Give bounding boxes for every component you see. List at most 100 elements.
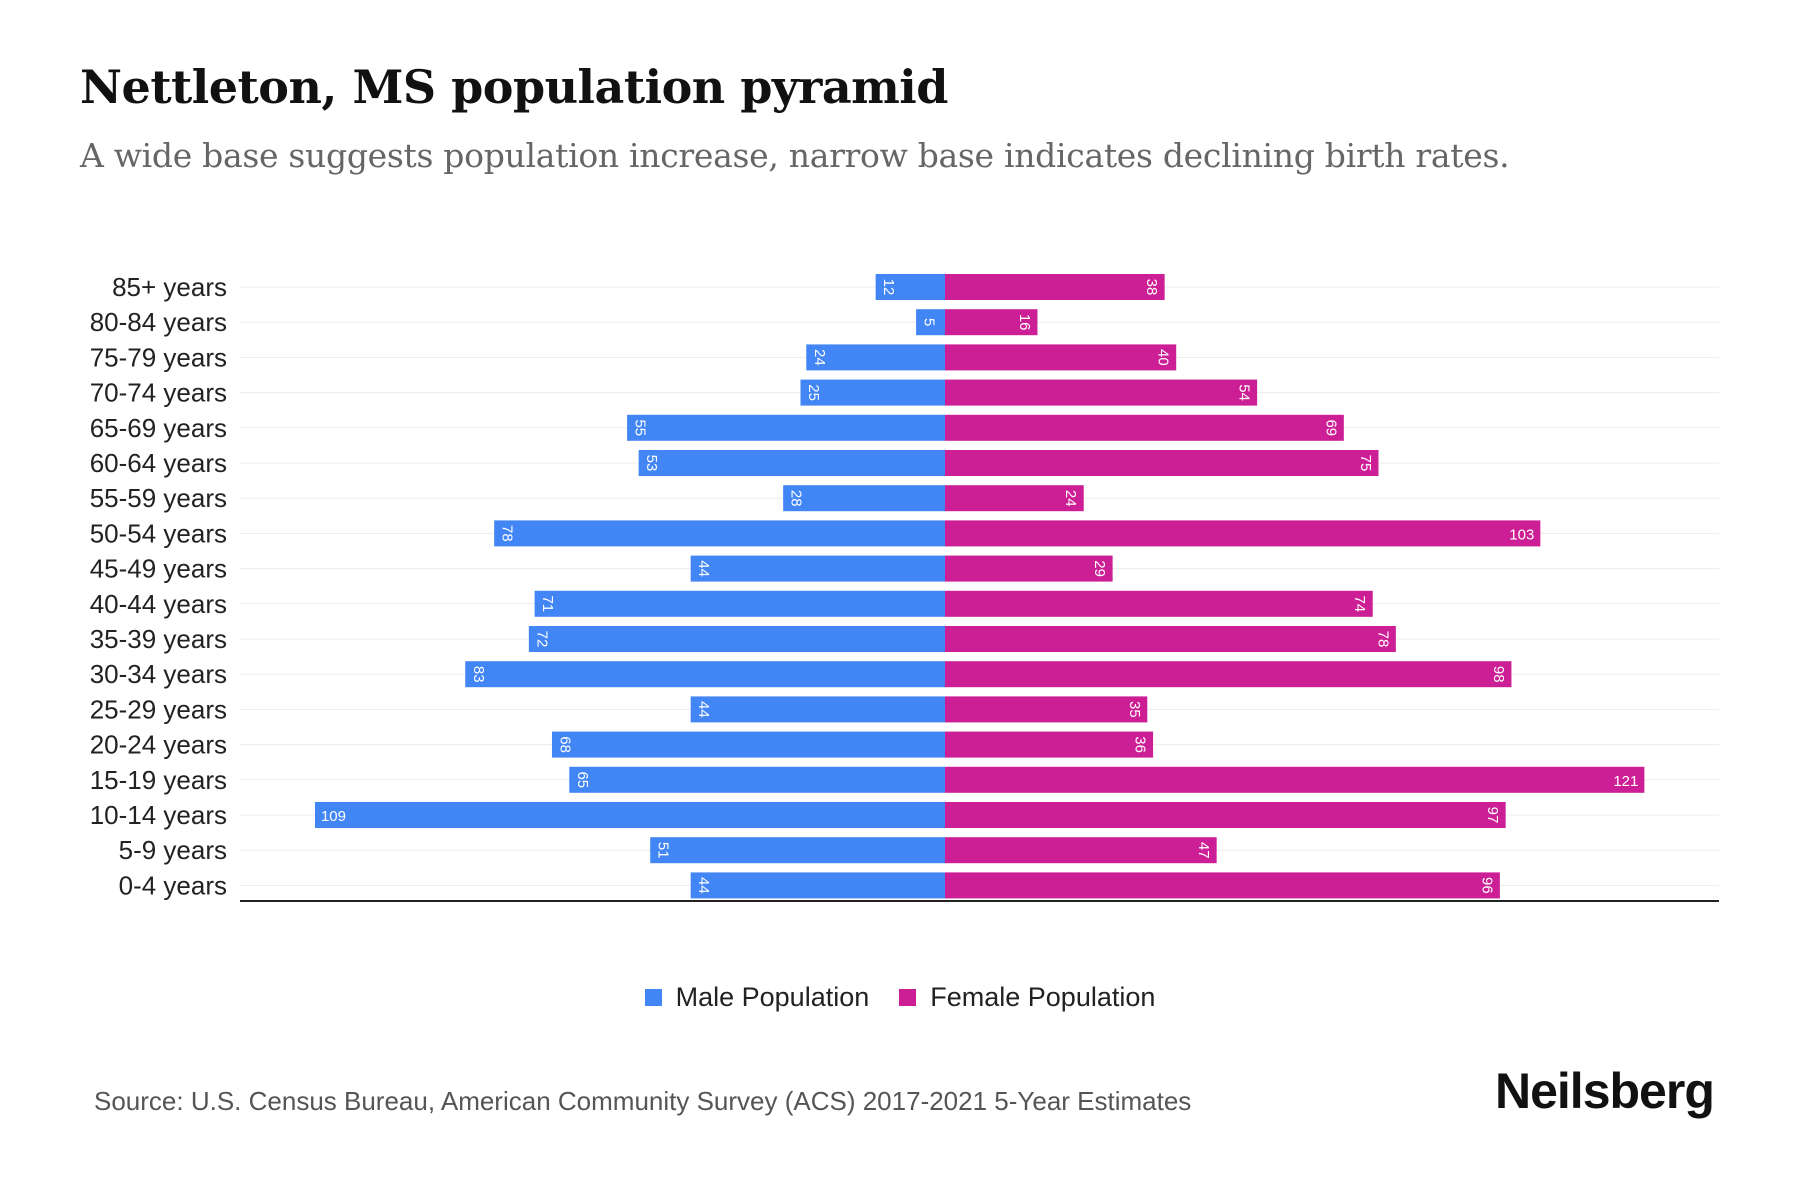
age-group-label: 15-19 years <box>90 765 227 795</box>
data-label-female: 54 <box>1236 384 1253 401</box>
bar-male <box>875 274 945 300</box>
data-label-female: 69 <box>1322 419 1339 436</box>
data-label-male: 51 <box>655 842 672 859</box>
bar-male <box>627 414 945 441</box>
legend-label-male: Male Population <box>675 982 870 1012</box>
bar-female <box>945 731 1154 758</box>
data-label-male: 55 <box>632 419 649 436</box>
bar-female <box>945 274 1165 300</box>
age-group-label: 10-14 years <box>90 800 227 830</box>
bar-male <box>569 766 945 793</box>
legend-item-male: Male Population <box>644 982 870 1013</box>
bar-female <box>945 696 1148 723</box>
age-group-label: 30-34 years <box>90 659 227 689</box>
age-group-label: 5-9 years <box>119 835 227 865</box>
bar-female <box>945 520 1541 547</box>
data-label-male: 71 <box>539 595 556 612</box>
legend-swatch-female <box>899 989 917 1006</box>
age-group-label: 70-74 years <box>90 378 227 408</box>
data-label-male: 44 <box>695 877 712 894</box>
chart-subtitle: A wide base suggests population increase… <box>80 136 1510 175</box>
bar-male <box>916 309 945 336</box>
data-label-female: 97 <box>1484 807 1501 824</box>
age-group-label: 65-69 years <box>90 413 227 443</box>
data-label-male: 44 <box>695 560 712 577</box>
bar-male <box>783 485 945 512</box>
source-note: Source: U.S. Census Bureau, American Com… <box>94 1086 1192 1116</box>
bar-male <box>465 661 945 688</box>
bar-male <box>690 555 945 582</box>
age-group-label: 20-24 years <box>90 730 227 760</box>
data-label-male: 72 <box>533 631 550 648</box>
bar-female <box>945 344 1177 371</box>
data-label-female: 47 <box>1195 842 1212 859</box>
age-group-label: 80-84 years <box>90 307 227 337</box>
legend-item-female: Female Population <box>899 982 1155 1013</box>
bar-female <box>945 309 1038 336</box>
data-label-male: 5 <box>921 318 938 326</box>
age-group-label: 60-64 years <box>90 448 227 478</box>
bar-male <box>800 379 945 406</box>
bar-female <box>945 450 1379 476</box>
bar-female <box>945 661 1512 688</box>
bar-female <box>945 802 1506 828</box>
data-label-male: 78 <box>499 525 516 542</box>
age-group-label: 85+ years <box>112 272 227 302</box>
data-label-female: 16 <box>1016 314 1033 331</box>
bar-female <box>945 414 1344 441</box>
age-group-label: 40-44 years <box>90 589 227 619</box>
age-group-label: 45-49 years <box>90 554 227 584</box>
legend-swatch-male <box>644 989 662 1006</box>
data-label-male: 53 <box>643 455 660 472</box>
bar-male <box>494 520 945 547</box>
bar-female <box>945 766 1645 793</box>
data-label-male: 109 <box>321 808 346 825</box>
bar-male <box>534 590 945 617</box>
data-label-female: 74 <box>1351 595 1368 612</box>
data-label-male: 83 <box>470 666 487 683</box>
bar-female <box>945 837 1217 864</box>
data-label-male: 24 <box>811 349 828 366</box>
bar-male <box>551 731 945 758</box>
bar-female <box>945 555 1113 582</box>
data-label-female: 96 <box>1478 877 1495 894</box>
chart-title: Nettleton, MS population pyramid <box>80 60 948 114</box>
age-group-label: 50-54 years <box>90 518 227 548</box>
bar-male <box>650 837 945 864</box>
data-label-male: 44 <box>695 701 712 718</box>
data-label-female: 40 <box>1155 349 1172 366</box>
data-label-male: 65 <box>574 771 591 788</box>
data-label-female: 103 <box>1509 526 1534 543</box>
data-label-male: 68 <box>556 736 573 753</box>
bar-male <box>806 344 945 371</box>
data-label-female: 75 <box>1357 455 1374 472</box>
data-label-female: 29 <box>1091 560 1108 577</box>
data-label-male: 28 <box>788 490 805 507</box>
age-group-label: 35-39 years <box>90 624 227 654</box>
data-label-female: 98 <box>1490 666 1507 683</box>
data-label-female: 78 <box>1374 631 1391 648</box>
bar-male <box>314 802 946 828</box>
bar-male <box>690 872 945 899</box>
data-label-male: 12 <box>880 279 897 296</box>
age-group-label: 25-29 years <box>90 694 227 724</box>
age-group-label: 75-79 years <box>90 342 227 372</box>
data-label-female: 35 <box>1126 701 1143 718</box>
age-group-label: 55-59 years <box>90 483 227 513</box>
data-label-male: 25 <box>805 384 822 401</box>
bar-male <box>690 696 945 723</box>
data-label-female: 121 <box>1613 773 1638 790</box>
neilsberg-logo: Neilsberg <box>1495 1063 1715 1119</box>
bar-female <box>945 590 1373 617</box>
bar-female <box>945 379 1258 406</box>
bar-male <box>528 626 945 652</box>
age-group-label: 0-4 years <box>119 870 227 900</box>
bar-female <box>945 626 1396 652</box>
legend: Male Population Female Population <box>0 982 1800 1013</box>
bar-female <box>945 485 1084 512</box>
data-label-female: 38 <box>1143 279 1160 296</box>
legend-label-female: Female Population <box>930 982 1156 1012</box>
data-label-female: 24 <box>1062 490 1079 507</box>
population-pyramid-chart: 85+ years 12 38 80-84 years 5 16 75-79 years 24… <box>90 272 1719 902</box>
data-label-female: 36 <box>1132 736 1149 753</box>
